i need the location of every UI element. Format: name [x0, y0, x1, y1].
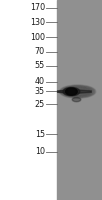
Text: 170: 170: [30, 3, 45, 12]
Text: 130: 130: [30, 18, 45, 27]
Text: 55: 55: [35, 62, 45, 71]
Text: 15: 15: [35, 130, 45, 139]
Ellipse shape: [63, 87, 80, 96]
Text: 70: 70: [35, 47, 45, 56]
Text: 10: 10: [35, 148, 45, 156]
Ellipse shape: [59, 85, 96, 98]
Ellipse shape: [61, 86, 94, 97]
Text: 100: 100: [30, 32, 45, 42]
Polygon shape: [58, 90, 68, 93]
Ellipse shape: [66, 88, 77, 95]
Text: 40: 40: [35, 77, 45, 86]
Bar: [57, 0, 102, 200]
Polygon shape: [76, 90, 91, 93]
Text: 35: 35: [35, 87, 45, 96]
Ellipse shape: [72, 98, 81, 102]
Text: 25: 25: [35, 100, 45, 109]
Ellipse shape: [60, 85, 95, 98]
Ellipse shape: [61, 86, 94, 97]
